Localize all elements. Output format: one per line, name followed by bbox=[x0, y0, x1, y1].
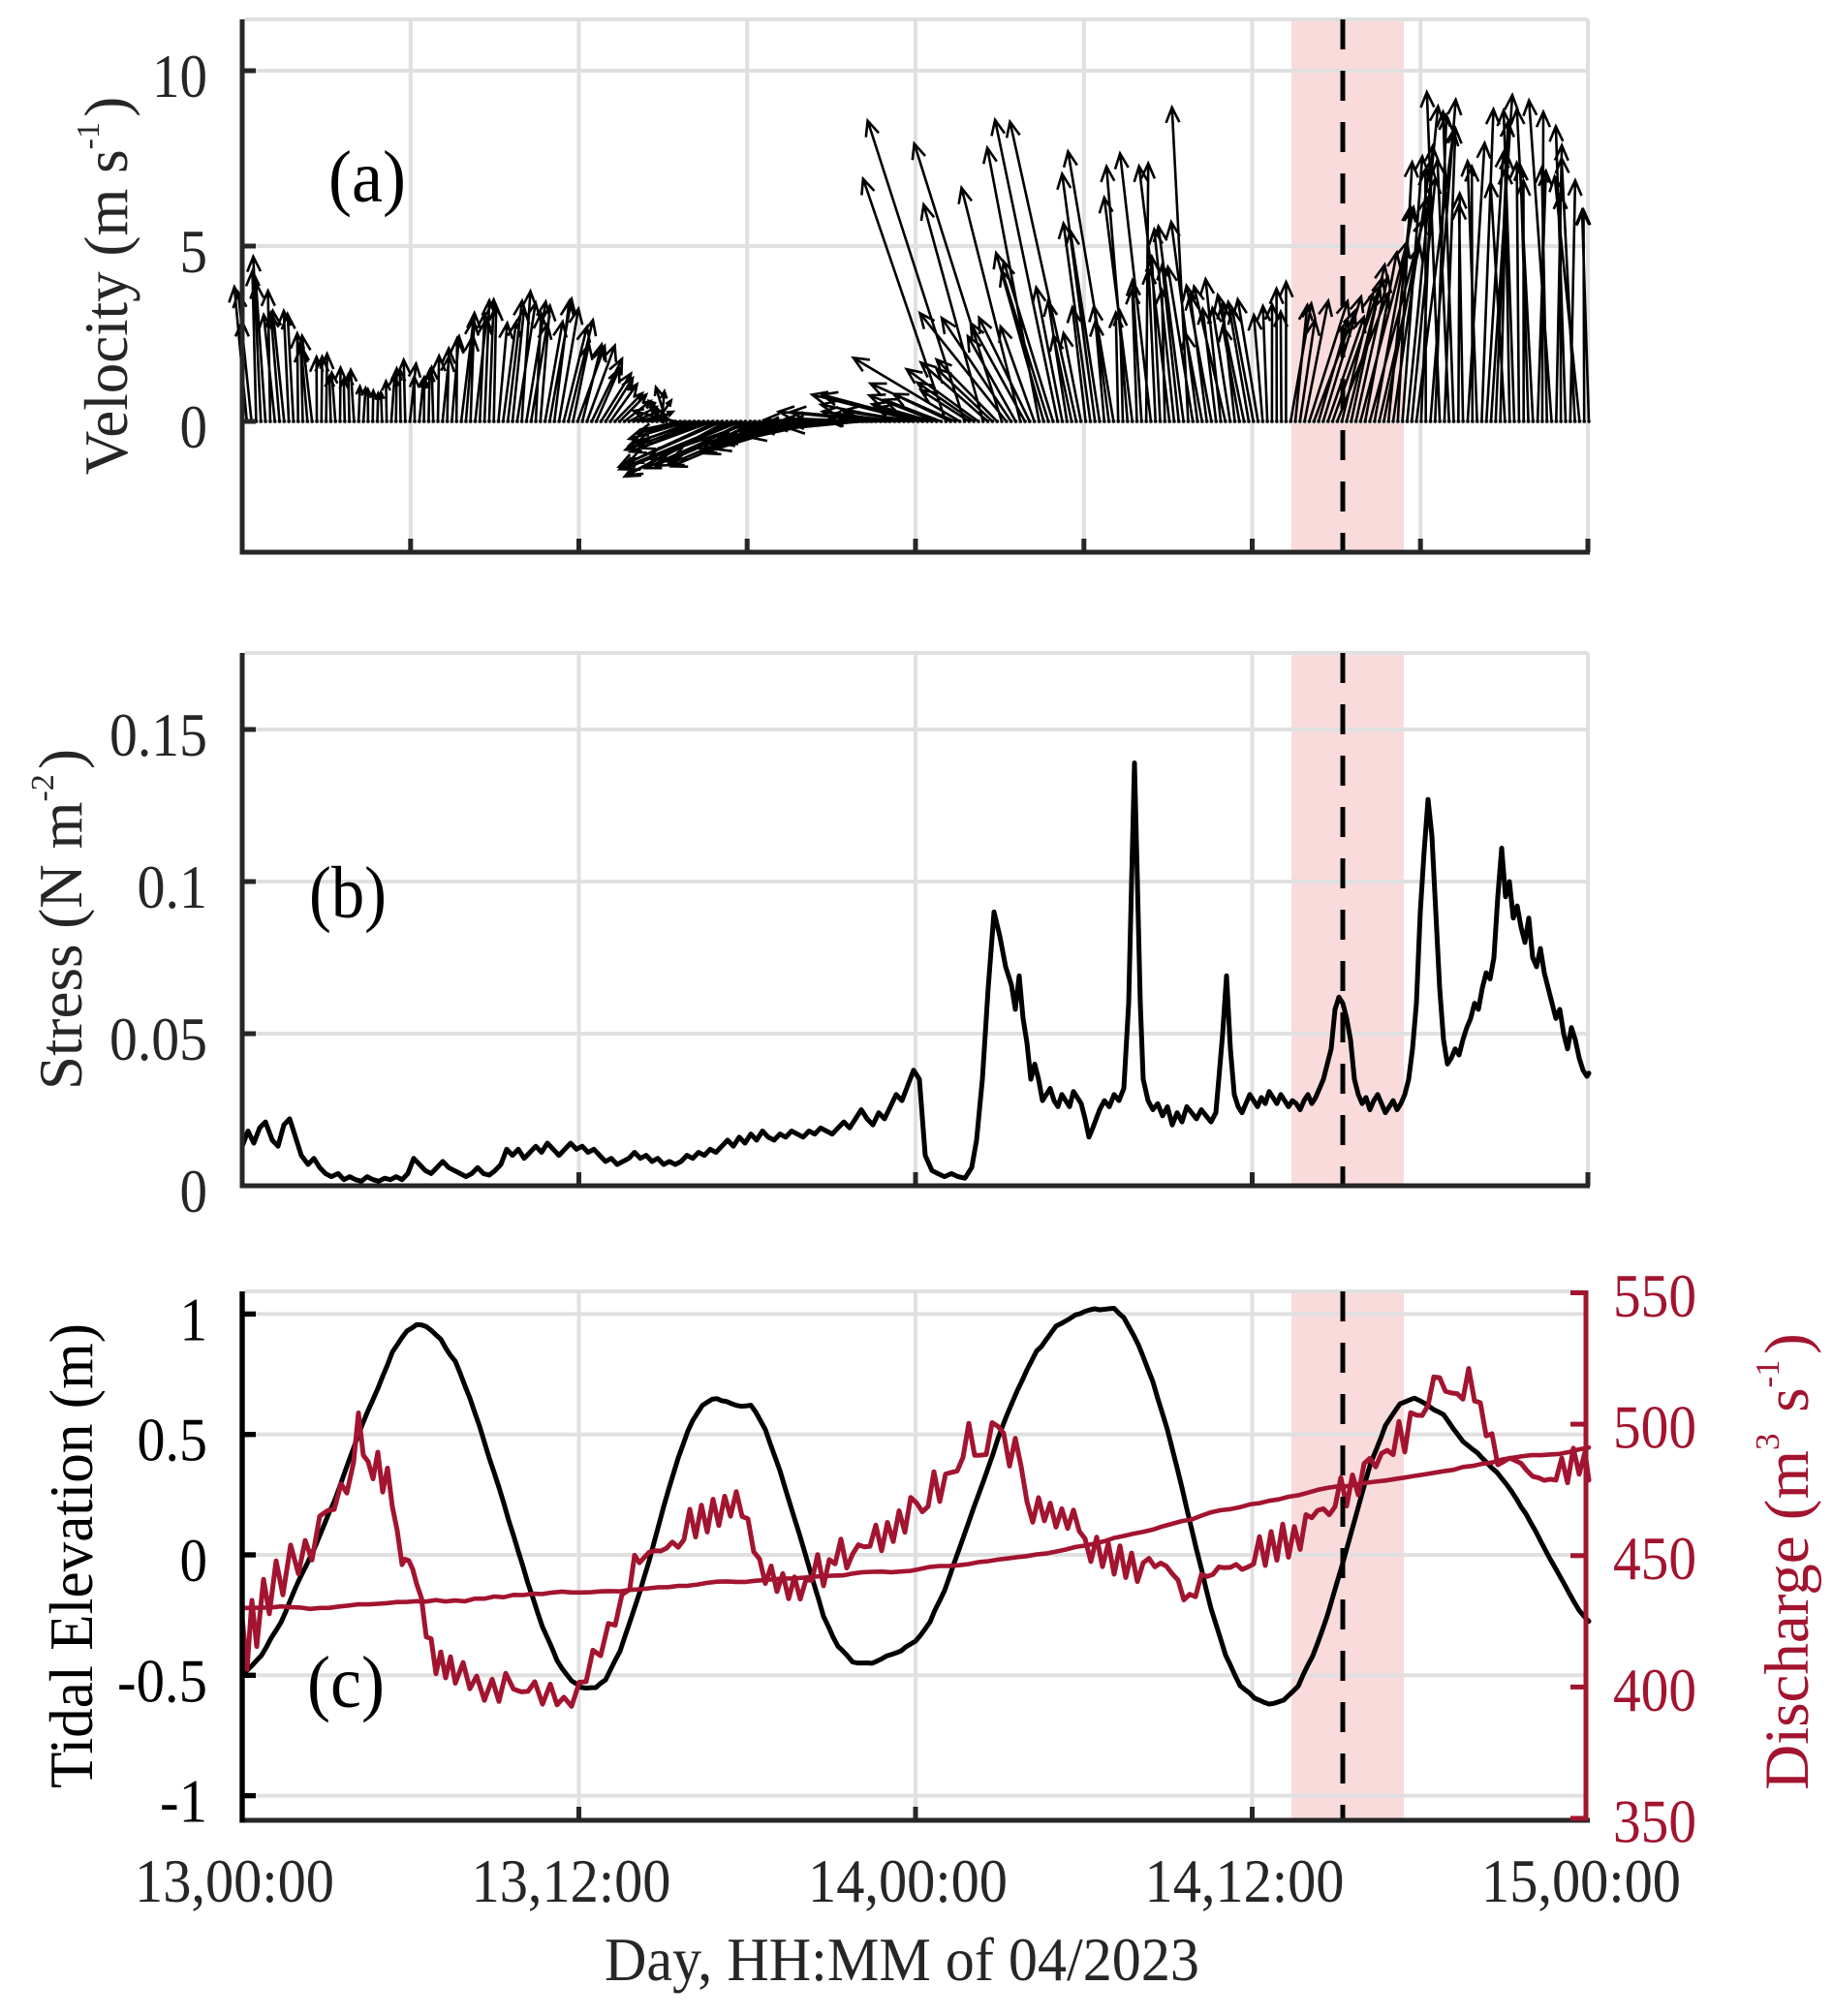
svg-text:10: 10 bbox=[152, 43, 207, 110]
svg-text:0: 0 bbox=[180, 393, 208, 461]
svg-text:13,12:00: 13,12:00 bbox=[472, 1847, 671, 1915]
svg-text:0.1: 0.1 bbox=[138, 853, 208, 921]
svg-text:0.05: 0.05 bbox=[109, 1006, 207, 1073]
svg-text:13,00:00: 13,00:00 bbox=[135, 1847, 334, 1915]
svg-text:5: 5 bbox=[180, 218, 208, 286]
svg-text:0: 0 bbox=[180, 1527, 208, 1595]
svg-text:0.15: 0.15 bbox=[109, 701, 207, 769]
svg-text:Discharge (m3 s-1 ): Discharge (m3 s-1 ) bbox=[1749, 1333, 1822, 1790]
svg-text:15,00:00: 15,00:00 bbox=[1481, 1847, 1681, 1915]
svg-text:0: 0 bbox=[180, 1158, 208, 1225]
svg-text:Velocity (m s-1 ): Velocity (m s-1 ) bbox=[71, 97, 140, 476]
svg-text:500: 500 bbox=[1613, 1394, 1696, 1462]
svg-text:(a): (a) bbox=[328, 137, 406, 218]
svg-text:0.5: 0.5 bbox=[138, 1407, 208, 1474]
svg-text:400: 400 bbox=[1613, 1657, 1696, 1724]
svg-text:350: 350 bbox=[1613, 1788, 1696, 1856]
svg-text:Day, HH:MM of 04/2023: Day, HH:MM of 04/2023 bbox=[605, 1926, 1199, 1994]
svg-text:450: 450 bbox=[1613, 1525, 1696, 1593]
svg-text:14,12:00: 14,12:00 bbox=[1145, 1847, 1345, 1915]
svg-text:(b): (b) bbox=[309, 853, 387, 934]
svg-text:14,00:00: 14,00:00 bbox=[808, 1847, 1008, 1915]
svg-text:(c): (c) bbox=[307, 1642, 385, 1723]
svg-text:550: 550 bbox=[1613, 1262, 1696, 1330]
svg-text:Tidal Elevation (m): Tidal Elevation (m) bbox=[38, 1323, 106, 1788]
svg-text:Stress (N m-2 ): Stress (N m-2 ) bbox=[25, 749, 95, 1090]
svg-text:1: 1 bbox=[180, 1286, 208, 1353]
svg-text:-1: -1 bbox=[160, 1768, 207, 1836]
svg-text:-0.5: -0.5 bbox=[117, 1647, 207, 1715]
